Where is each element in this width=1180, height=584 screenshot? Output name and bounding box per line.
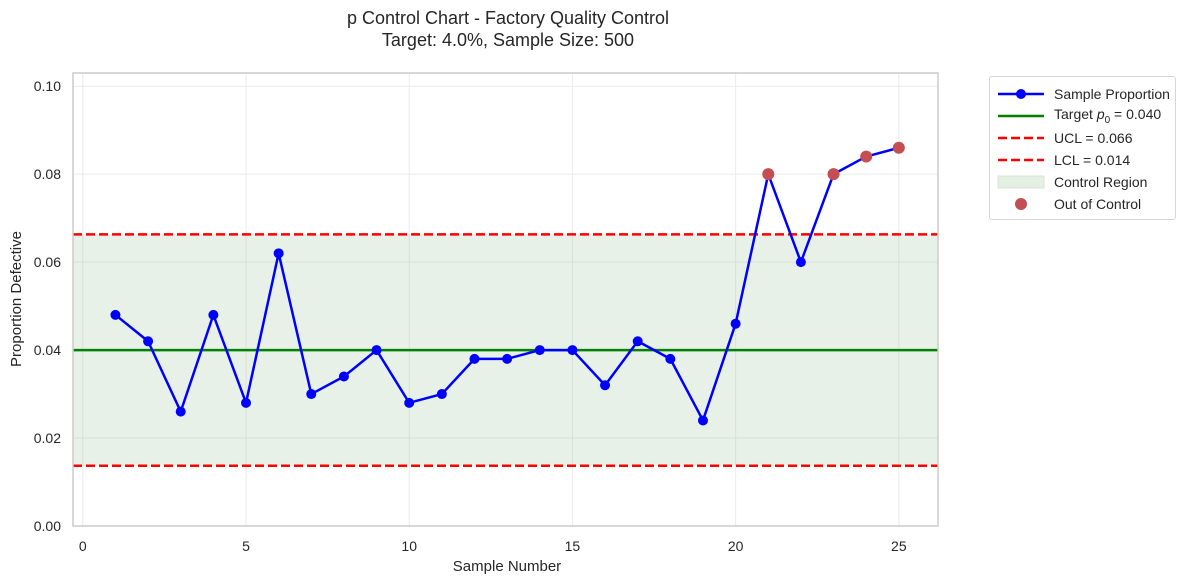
patch-swatch-icon [996,172,1046,192]
out-of-control-points [762,141,905,181]
data-point [600,380,611,391]
legend-item: Out of Control [990,193,1175,215]
data-point [371,345,382,356]
legend-label: LCL = 0.014 [1054,152,1131,168]
y-tick-label: 0.06 [34,254,61,270]
x-tick-label: 20 [728,538,744,554]
data-point [502,353,513,364]
chart-title: p Control Chart - Factory Quality Contro… [346,8,670,28]
chart-subtitle: Target: 4.0%, Sample Size: 500 [381,30,635,50]
data-point [404,397,415,408]
legend-item: UCL = 0.066 [990,127,1175,149]
legend-label: Out of Control [1054,196,1142,212]
legend-item: Control Region [990,171,1175,193]
x-tick-label: 10 [401,538,417,554]
data-point [273,248,284,259]
y-tick-label: 0.08 [34,166,61,182]
data-point [306,389,317,400]
legend-item: Sample Proportion [990,83,1175,105]
y-tick-label: 0.10 [34,78,61,94]
data-point [665,353,676,364]
plot-frame [72,72,939,527]
out-of-control-point [762,168,775,181]
data-point [208,309,219,320]
out-of-control-point [892,141,905,154]
data-point [632,336,643,347]
data-point [469,353,480,364]
reference-lines [73,233,938,467]
legend: Sample Proportion Target p0 = 0.040 UCL = … [989,76,1176,220]
legend-label: Sample Proportion [1054,86,1170,102]
data-point [730,318,741,329]
data-point [241,397,251,408]
data-point [697,415,708,426]
y-tick-label: 0.04 [34,342,61,358]
data-point [175,406,186,417]
data-point [436,389,447,400]
out-of-control-point [860,150,873,163]
legend-item: Target p0 = 0.040 [990,105,1175,127]
legend-label: Target p0 = 0.040 [1054,106,1162,126]
legend-label: Control Region [1054,174,1148,190]
line-swatch-icon [996,106,1046,126]
legend-item: LCL = 0.014 [990,149,1175,171]
legend-label: UCL = 0.066 [1054,130,1133,146]
line-swatch-icon [996,150,1046,170]
line-swatch-icon [996,128,1046,148]
data-point [795,257,806,268]
y-tick-label: 0.02 [34,430,61,446]
data-point [110,309,121,320]
axis-ticks: 0 5 10 15 20 25 0.00 0.02 0.04 0.06 0.08 0.10 [34,78,907,554]
x-axis-label: Sample Number [453,558,561,575]
out-of-control-point [827,168,840,181]
data-point [338,371,349,382]
x-tick-label: 5 [242,538,250,554]
y-axis-label: Proportion Defective [8,231,25,367]
data-point [534,345,545,356]
x-tick-label: 25 [891,538,907,554]
line-swatch-icon [996,84,1046,104]
data-point [567,345,578,356]
y-tick-label: 0.00 [34,518,61,534]
data-point [143,336,154,347]
circle-marker-icon [996,194,1046,214]
x-tick-label: 0 [79,538,87,554]
plot-border [72,72,939,527]
x-tick-label: 15 [565,538,581,554]
